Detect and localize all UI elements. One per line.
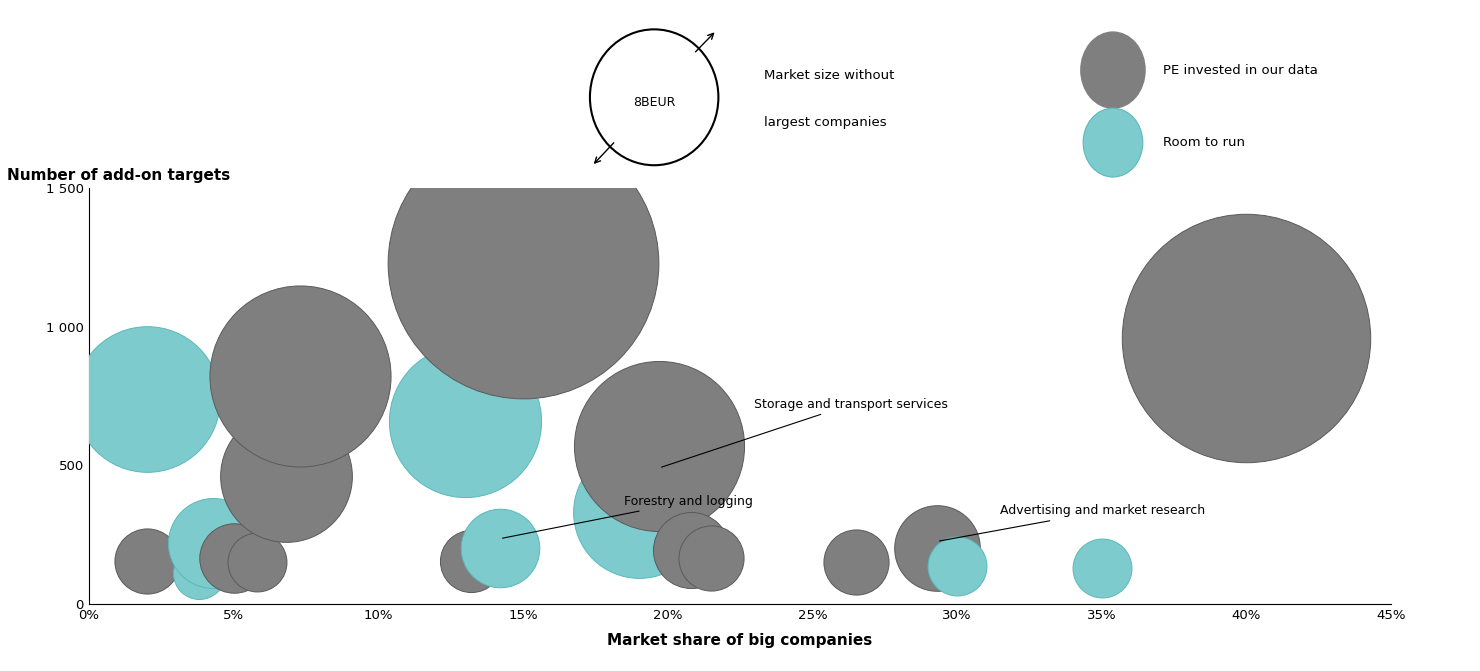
Text: largest companies: largest companies xyxy=(764,116,887,129)
Point xyxy=(289,371,312,382)
Text: Market size without: Market size without xyxy=(764,69,894,82)
Point xyxy=(1234,332,1258,343)
Point xyxy=(946,561,969,572)
Point xyxy=(844,557,867,568)
Ellipse shape xyxy=(1083,108,1143,177)
Text: Forestry and logging: Forestry and logging xyxy=(503,495,753,538)
Point xyxy=(1089,562,1113,573)
Point xyxy=(186,568,210,579)
Point xyxy=(647,440,670,451)
Point xyxy=(679,544,703,555)
Point xyxy=(274,471,297,482)
Point xyxy=(459,556,482,566)
Point xyxy=(244,557,268,568)
Point xyxy=(511,258,534,268)
Text: Room to run: Room to run xyxy=(1163,136,1246,149)
Ellipse shape xyxy=(1080,32,1146,108)
Point xyxy=(488,543,512,554)
X-axis label: Market share of big companies: Market share of big companies xyxy=(607,633,873,648)
Point xyxy=(135,556,158,566)
Text: PE invested in our data: PE invested in our data xyxy=(1163,64,1319,76)
Point xyxy=(453,415,477,426)
Text: Storage and transport services: Storage and transport services xyxy=(662,398,949,467)
Text: Number of add-on targets: Number of add-on targets xyxy=(7,168,231,183)
Point xyxy=(222,553,246,564)
Point xyxy=(201,537,225,548)
Point xyxy=(628,507,651,518)
Point xyxy=(135,393,158,404)
Text: Advertising and market research: Advertising and market research xyxy=(940,505,1206,541)
Point xyxy=(925,543,949,554)
Text: 8BEUR: 8BEUR xyxy=(633,96,675,109)
Point xyxy=(699,553,722,564)
